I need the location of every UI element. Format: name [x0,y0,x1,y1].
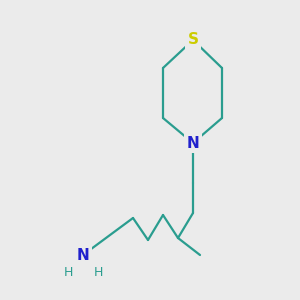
Text: N: N [76,248,89,262]
Text: N: N [187,136,200,151]
Text: H: H [93,266,103,278]
Text: H: H [63,266,73,278]
Text: S: S [188,32,199,47]
